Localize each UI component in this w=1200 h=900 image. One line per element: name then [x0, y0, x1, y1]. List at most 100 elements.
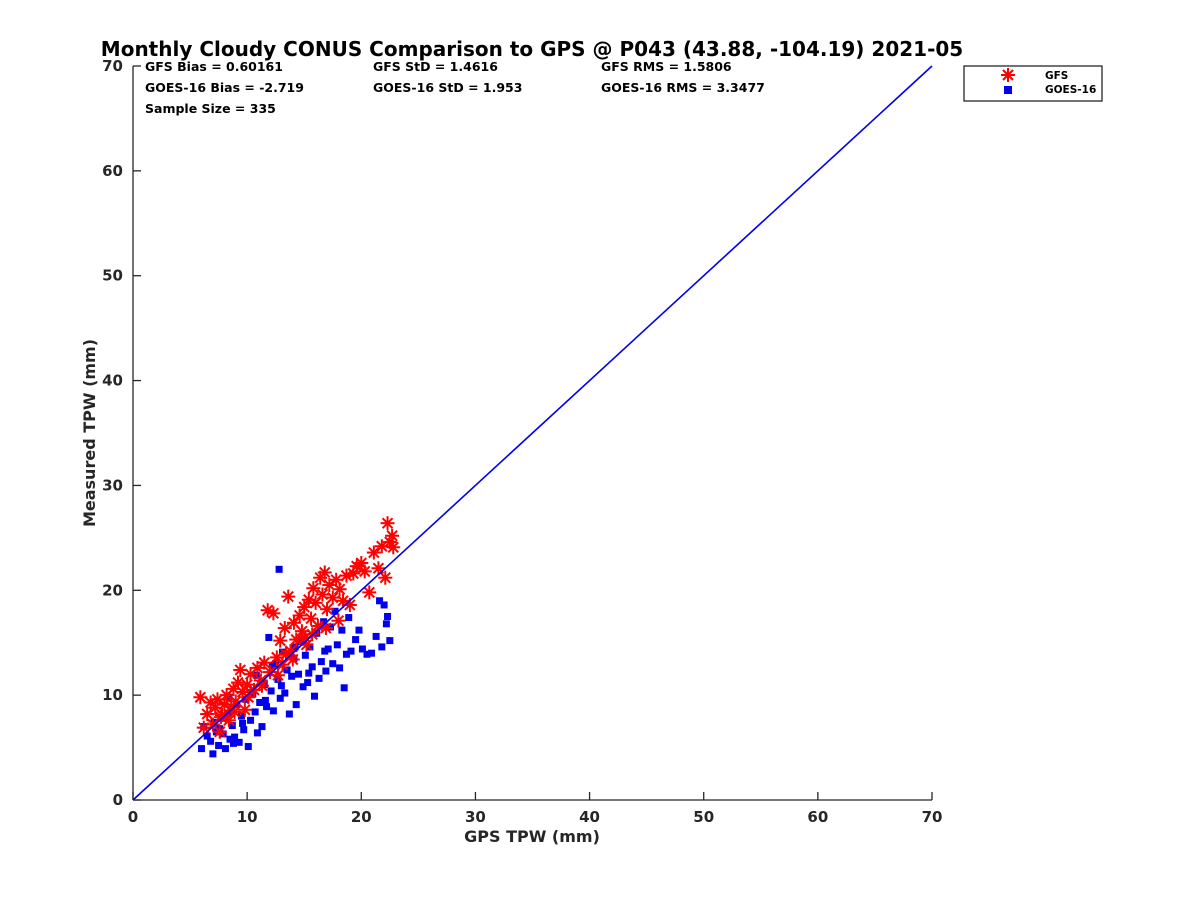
- stat-goes-rms: GOES-16 RMS = 3.3477: [601, 80, 765, 95]
- goes-16-point: [313, 629, 321, 637]
- goes-16-point: [345, 614, 353, 622]
- x-tick-label: 60: [807, 808, 828, 826]
- gfs-point: [386, 540, 401, 555]
- legend-label-gfs: GFS: [1045, 70, 1068, 82]
- gfs-point: [331, 613, 346, 628]
- goes-16-point: [215, 741, 223, 749]
- gfs-point: [385, 528, 400, 543]
- x-tick-label: 0: [128, 808, 138, 826]
- goes-16-point: [326, 623, 334, 631]
- goes-16-point: [292, 701, 300, 709]
- goes-16-point: [382, 620, 390, 628]
- gfs-point: [315, 587, 330, 602]
- x-tick-label: 40: [579, 808, 600, 826]
- goes-16-point: [235, 738, 243, 746]
- gfs-point: [281, 589, 296, 604]
- y-tick-label: 60: [102, 162, 123, 180]
- gfs-point: [320, 602, 335, 617]
- gfs-point: [310, 618, 325, 633]
- goes-16-point: [372, 632, 380, 640]
- y-tick-label: 40: [102, 372, 123, 390]
- goes-16-point: [317, 658, 325, 666]
- goes-16-point: [376, 597, 384, 605]
- gfs-point: [237, 702, 252, 717]
- goes-16-point: [281, 689, 289, 697]
- gfs-point: [297, 600, 312, 615]
- y-tick-label: 70: [102, 57, 123, 75]
- y-tick-label: 10: [102, 686, 123, 704]
- gfs-point: [357, 564, 372, 579]
- gfs-point: [371, 561, 386, 576]
- goes-16-point: [221, 745, 229, 753]
- goes-16-point: [355, 626, 363, 634]
- legend: GFS GOES-16: [963, 65, 1103, 102]
- gfs-point: [254, 678, 269, 693]
- goes-16-point: [363, 650, 371, 658]
- goes-16-point: [310, 692, 318, 700]
- gfs-point: [260, 603, 275, 618]
- goes-16-point: [304, 679, 312, 687]
- goes-16-point: [228, 722, 236, 730]
- y-axis-label: Measured TPW (mm): [80, 339, 99, 527]
- gfs-point: [212, 724, 227, 739]
- goes-16-point: [209, 750, 217, 758]
- gfs-point: [304, 611, 319, 626]
- x-axis-label: GPS TPW (mm): [464, 827, 600, 846]
- tick-layer: 0 10 20 30 40 50 60 70 0 10 20 30 40 50 60 70: [102, 57, 942, 826]
- legend-label-goes: GOES-16: [1045, 84, 1096, 96]
- x-tick-label: 70: [922, 808, 943, 826]
- gfs-point: [325, 590, 340, 605]
- goes-16-point: [240, 726, 248, 734]
- goes-16-point: [258, 723, 266, 731]
- gfs-point: [193, 690, 208, 705]
- legend-marker-gfs: [1001, 68, 1015, 82]
- y-tick-label: 20: [102, 581, 123, 599]
- gfs-point: [308, 595, 323, 610]
- goes-16-point: [358, 645, 366, 653]
- gfs-point: [250, 660, 265, 675]
- goes-16-point: [226, 735, 234, 743]
- gfs-point: [292, 608, 307, 623]
- goes-16-point: [384, 613, 392, 620]
- goes-16-point: [368, 649, 376, 657]
- goes-16-point: [268, 662, 276, 670]
- goes-16-point: [295, 670, 303, 678]
- stats-block: GFS Bias = 0.60161 GFS StD = 1.4616 GFS …: [145, 59, 765, 116]
- gfs-point: [317, 565, 332, 580]
- goes-16-point: [285, 710, 293, 718]
- goes-16-point: [380, 601, 388, 609]
- axes: [132, 66, 932, 801]
- gfs-point: [200, 707, 215, 722]
- stat-goes-bias: GOES-16 Bias = -2.719: [145, 80, 304, 95]
- goes-16-point: [322, 667, 330, 675]
- goes-16-point: [331, 607, 339, 615]
- goes-16-point: [301, 651, 309, 659]
- stat-gfs-std: GFS StD = 1.4616: [373, 59, 498, 74]
- gfs-point: [378, 570, 393, 585]
- goes-16-point: [251, 708, 259, 716]
- x-tick-label: 10: [237, 808, 258, 826]
- goes-16-point: [261, 696, 269, 704]
- goes-16-point: [197, 745, 205, 753]
- goes-16-point: [378, 643, 386, 651]
- goes-16-point: [265, 633, 273, 641]
- goes-16-point: [299, 683, 307, 691]
- goes-16-point: [276, 694, 284, 702]
- goes-16-point: [277, 682, 285, 690]
- goes-16-point: [267, 687, 275, 695]
- gfs-point: [366, 545, 381, 560]
- goes-16-point: [249, 690, 257, 698]
- y-tick-label: 30: [102, 476, 123, 494]
- gfs-point: [213, 710, 228, 725]
- stat-sample-size: Sample Size = 335: [145, 101, 276, 116]
- goes-16-point: [386, 637, 394, 645]
- gfs-point: [270, 668, 285, 683]
- goes-16-point: [237, 712, 245, 720]
- gfs-point: [266, 606, 281, 621]
- y-tick-label: 50: [102, 267, 123, 285]
- goes-16-point: [352, 636, 360, 644]
- goes-16-point: [244, 743, 252, 751]
- goes-16-point: [253, 729, 261, 737]
